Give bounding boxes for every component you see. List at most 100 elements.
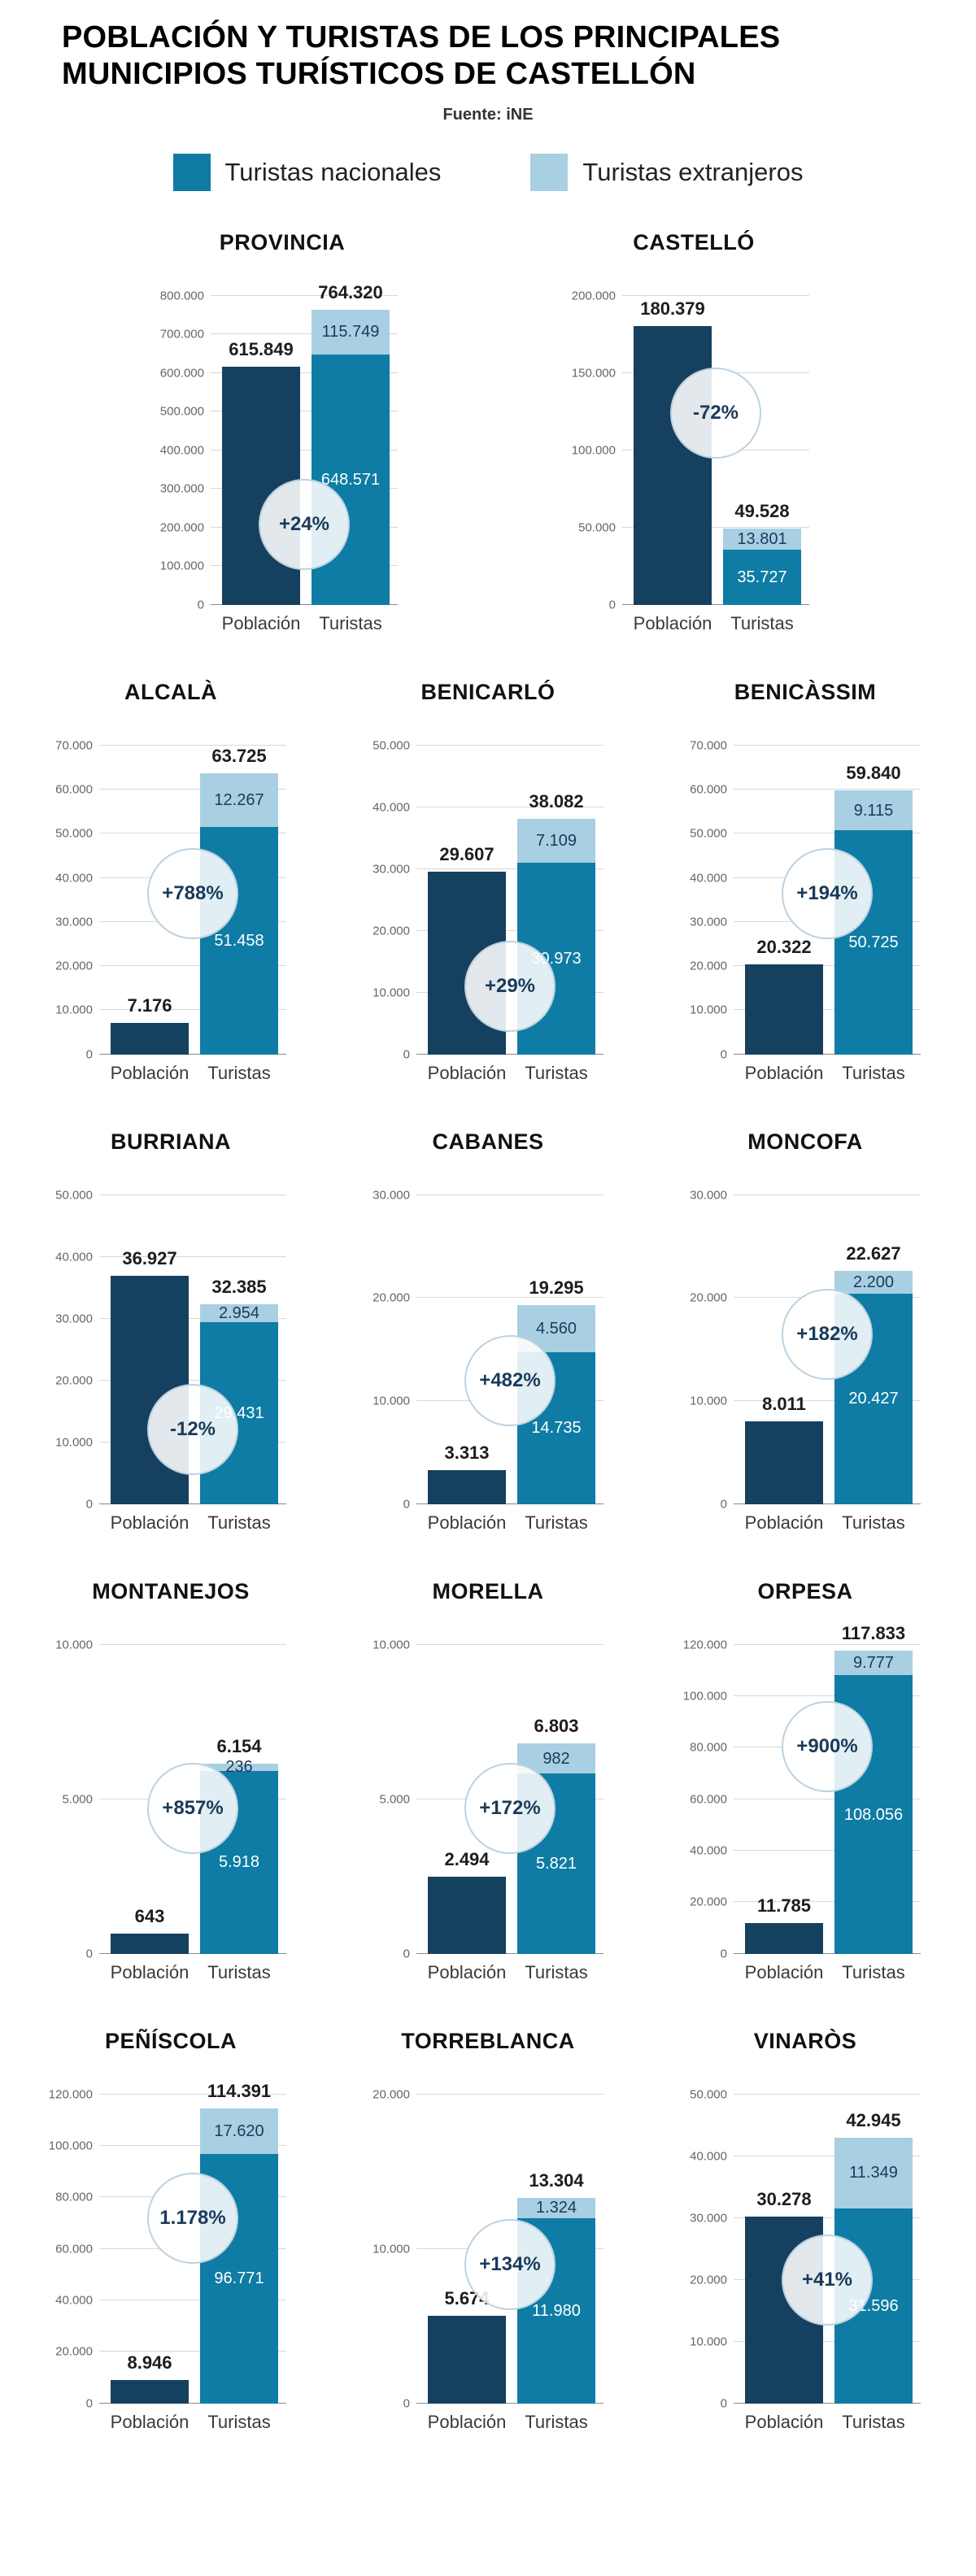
poblacion-total-label: 7.176 xyxy=(127,994,172,1016)
poblacion-total-label: 180.379 xyxy=(640,298,705,319)
percent-change-badge: -72% xyxy=(670,368,761,459)
gridline xyxy=(416,1503,603,1504)
percent-change-badge: -12% xyxy=(147,1384,238,1476)
x-label-turistas: Turistas xyxy=(525,2411,588,2432)
turistas-total-label: 13.304 xyxy=(529,2169,584,2191)
percent-change-badge: +24% xyxy=(259,478,350,570)
y-tick-label: 0 xyxy=(403,1947,410,1961)
y-tick-label: 0 xyxy=(720,2396,727,2411)
y-tick-label: 40.000 xyxy=(690,1843,727,1858)
chart-title: VINARÒS xyxy=(753,2028,857,2053)
extranjeros-value-label: 7.109 xyxy=(535,832,577,851)
turistas-total-label: 22.627 xyxy=(846,1243,901,1264)
y-tick-label: 0 xyxy=(85,1047,93,1062)
gridline xyxy=(99,2351,286,2352)
turistas-total-label: 117.833 xyxy=(841,1622,906,1643)
x-label-turistas: Turistas xyxy=(319,612,382,633)
percent-change-badge: +172% xyxy=(464,1763,556,1855)
gridline xyxy=(734,1194,921,1195)
x-axis-labels: Población Turistas xyxy=(99,1962,286,1986)
x-axis-labels: Población Turistas xyxy=(734,1962,921,1986)
x-label-poblacion: Población xyxy=(221,612,301,633)
percent-change-badge: +194% xyxy=(782,848,873,940)
y-tick-label: 70.000 xyxy=(690,738,727,753)
chart-title: PROVINCIA xyxy=(219,229,346,255)
gridline xyxy=(622,294,809,296)
gridline xyxy=(734,744,921,746)
plot-area: 0 10.000 20.000 30.000 40.000 50.000 60.000 70.… xyxy=(690,739,921,1060)
y-tick-label: 40.000 xyxy=(55,871,93,886)
chart-cabanes: CABANES 0 10.000 20.000 30.000 3.313 19.295 4.5… xyxy=(335,1129,641,1579)
y-tick-label: 100.000 xyxy=(682,1689,727,1704)
y-tick-label: 20.000 xyxy=(690,959,727,973)
y-tick-label: 0 xyxy=(608,598,616,612)
gridline xyxy=(416,2402,603,2404)
turistas-nacionales-segment xyxy=(723,549,801,605)
x-axis-labels: Población Turistas xyxy=(416,1512,603,1537)
y-tick-label: 30.000 xyxy=(373,862,410,877)
poblacion-bar xyxy=(111,1022,189,1055)
chart-title: PEÑÍSCOLA xyxy=(104,2028,237,2053)
y-tick-label: 80.000 xyxy=(690,1740,727,1755)
y-tick-label: 0 xyxy=(720,1497,727,1512)
gridline xyxy=(734,1643,921,1645)
chart-title: CABANES xyxy=(432,1129,544,1154)
y-tick-label: 50.000 xyxy=(55,826,93,841)
turistas-extranjeros-segment xyxy=(834,790,913,831)
plot-area: 0 100.000 200.000 300.000 400.000 500.000 600.… xyxy=(160,282,398,611)
poblacion-total-label: 11.785 xyxy=(756,1895,812,1917)
poblacion-total-label: 2.494 xyxy=(444,1848,490,1869)
x-label-poblacion: Población xyxy=(110,1961,190,1982)
gridline xyxy=(99,1643,286,1645)
infographic-page: POBLACIÓN Y TURISTAS DE LOS PRINCIPALES M… xyxy=(0,20,976,2478)
gridline xyxy=(416,744,603,746)
legend-item-extranjeros: Turistas extranjeros xyxy=(530,153,803,191)
page-title-line2: MUNICIPIOS TURÍSTICOS DE CASTELLÓN xyxy=(62,56,696,91)
gridline xyxy=(734,2340,921,2342)
y-tick-label: 80.000 xyxy=(55,2190,93,2204)
nacionales-value-label: 96.771 xyxy=(214,2269,264,2288)
gridline xyxy=(416,1297,603,1299)
chart-castello: CASTELLÓ 0 50.000 100.000 150.000 200.000 180.… xyxy=(541,230,847,680)
y-tick-label: 70.000 xyxy=(55,738,93,753)
x-label-turistas: Turistas xyxy=(207,2411,271,2432)
chart-title: BENICÀSSIM xyxy=(734,679,877,704)
x-label-turistas: Turistas xyxy=(842,2411,905,2432)
y-tick-label: 0 xyxy=(720,1047,727,1062)
x-axis-labels: Población Turistas xyxy=(416,1063,603,1087)
gridline xyxy=(416,1053,603,1055)
gridline xyxy=(734,1952,921,1954)
poblacion-bar xyxy=(428,1876,506,1954)
x-axis-labels: Población Turistas xyxy=(734,1512,921,1537)
y-tick-label: 50.000 xyxy=(690,2087,727,2102)
y-tick-label: 0 xyxy=(85,1947,93,1961)
x-label-poblacion: Población xyxy=(744,1961,824,1982)
turistas-total-label: 19.295 xyxy=(529,1277,584,1299)
y-tick-label: 0 xyxy=(403,1047,410,1062)
plot-area: 0 10.000 20.000 30.000 40.000 50.000 36.927 32.… xyxy=(55,1189,286,1510)
y-tick-label: 40.000 xyxy=(690,871,727,886)
y-tick-label: 20.000 xyxy=(690,1290,727,1305)
nacionales-value-label: 648.571 xyxy=(320,470,381,489)
x-axis-labels: Población Turistas xyxy=(734,2412,921,2436)
nacionales-value-label: 20.427 xyxy=(848,1390,899,1408)
x-label-turistas: Turistas xyxy=(842,1512,905,1533)
poblacion-bar xyxy=(111,1934,189,1954)
y-tick-label: 10.000 xyxy=(373,2242,410,2256)
page-title-line1: POBLACIÓN Y TURISTAS DE LOS PRINCIPALES xyxy=(62,20,781,54)
gridline xyxy=(734,1850,921,1851)
gridline xyxy=(211,603,398,605)
chart-alcala: ALCALÀ 0 10.000 20.000 30.000 40.000 50.000 60.… xyxy=(18,680,324,1129)
y-tick-label: 20.000 xyxy=(690,2273,727,2287)
y-tick-label: 40.000 xyxy=(55,2293,93,2308)
gridline xyxy=(416,2093,603,2095)
y-tick-label: 5.000 xyxy=(62,1792,93,1807)
charts-grid: PROVINCIA 0 100.000 200.000 300.000 400.000 50… xyxy=(0,230,976,2478)
y-tick-label: 10.000 xyxy=(690,1003,727,1017)
percent-change-badge: +41% xyxy=(782,2234,873,2326)
x-label-turistas: Turistas xyxy=(842,1961,905,1982)
poblacion-bar xyxy=(745,1421,823,1504)
poblacion-bar xyxy=(111,2380,189,2404)
gridline xyxy=(416,1952,603,1954)
x-label-poblacion: Población xyxy=(110,2411,190,2432)
